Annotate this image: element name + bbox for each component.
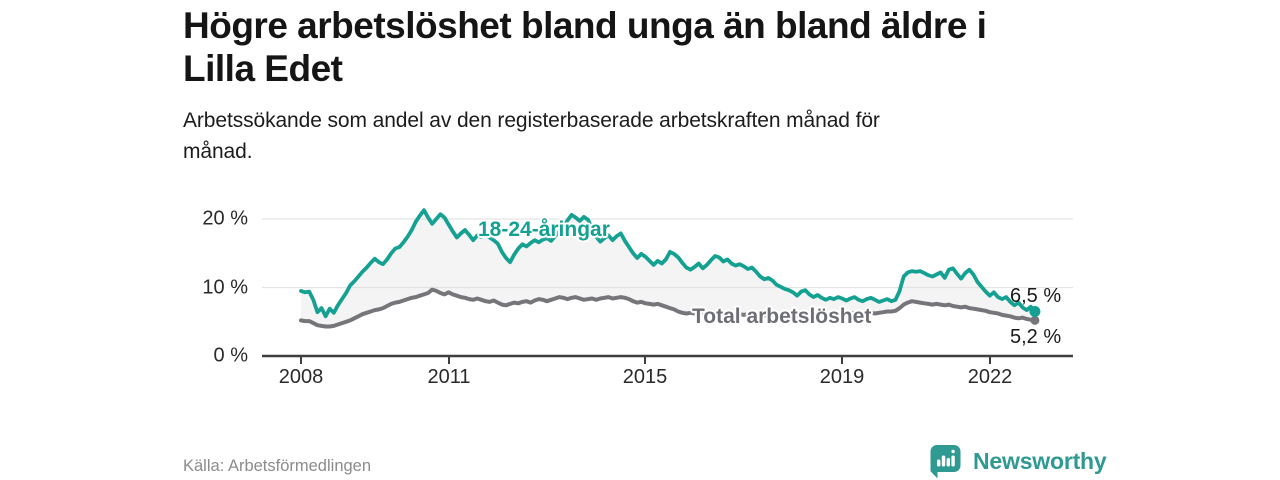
- x-tick-2008: 2008: [278, 366, 324, 388]
- x-tick-2015: 2015: [622, 366, 668, 388]
- series-label-total: Total arbetslöshet: [692, 305, 872, 328]
- youth-line: [299, 208, 1037, 319]
- page-subtitle: Arbetssökande som andel av den registerb…: [183, 105, 1083, 167]
- x-axis-tick-marks: [300, 356, 991, 364]
- page-title: Högre arbetslöshet bland unga än bland ä…: [183, 4, 1193, 90]
- series-band-fill: [301, 210, 1035, 327]
- page-title-line-2: Lilla Edet: [183, 48, 343, 89]
- total-end-dot: [1030, 315, 1040, 325]
- page-subtitle-line-2: månad.: [183, 140, 253, 163]
- newsworthy-logo-icon: [930, 445, 961, 479]
- x-tick-2022: 2022: [967, 366, 1013, 388]
- y-tick-10: 10 %: [202, 276, 248, 298]
- y-tick-20: 20 %: [202, 207, 248, 230]
- total-line: [299, 287, 1037, 329]
- source-note: Källa: Arbetsförmedlingen: [183, 457, 372, 475]
- x-tick-2011: 2011: [427, 366, 471, 388]
- page-subtitle-line-1: Arbetssökande som andel av den registerb…: [183, 109, 880, 132]
- end-value-youth: 6,5 %: [1010, 285, 1062, 307]
- page-title-line-1: Högre arbetslöshet bland unga än bland ä…: [183, 5, 987, 46]
- y-tick-0: 0 %: [213, 344, 248, 367]
- brand-wordmark: Newsworthy: [973, 448, 1107, 474]
- series-label-youth: 18-24-åringar: [478, 218, 610, 241]
- youth-end-dot: [1029, 305, 1041, 317]
- brand-logo: Newsworthy: [930, 444, 1107, 479]
- x-tick-2019: 2019: [819, 366, 865, 388]
- logo-bar-chart-glyph: [937, 449, 955, 467]
- end-value-total: 5,2 %: [1010, 326, 1062, 348]
